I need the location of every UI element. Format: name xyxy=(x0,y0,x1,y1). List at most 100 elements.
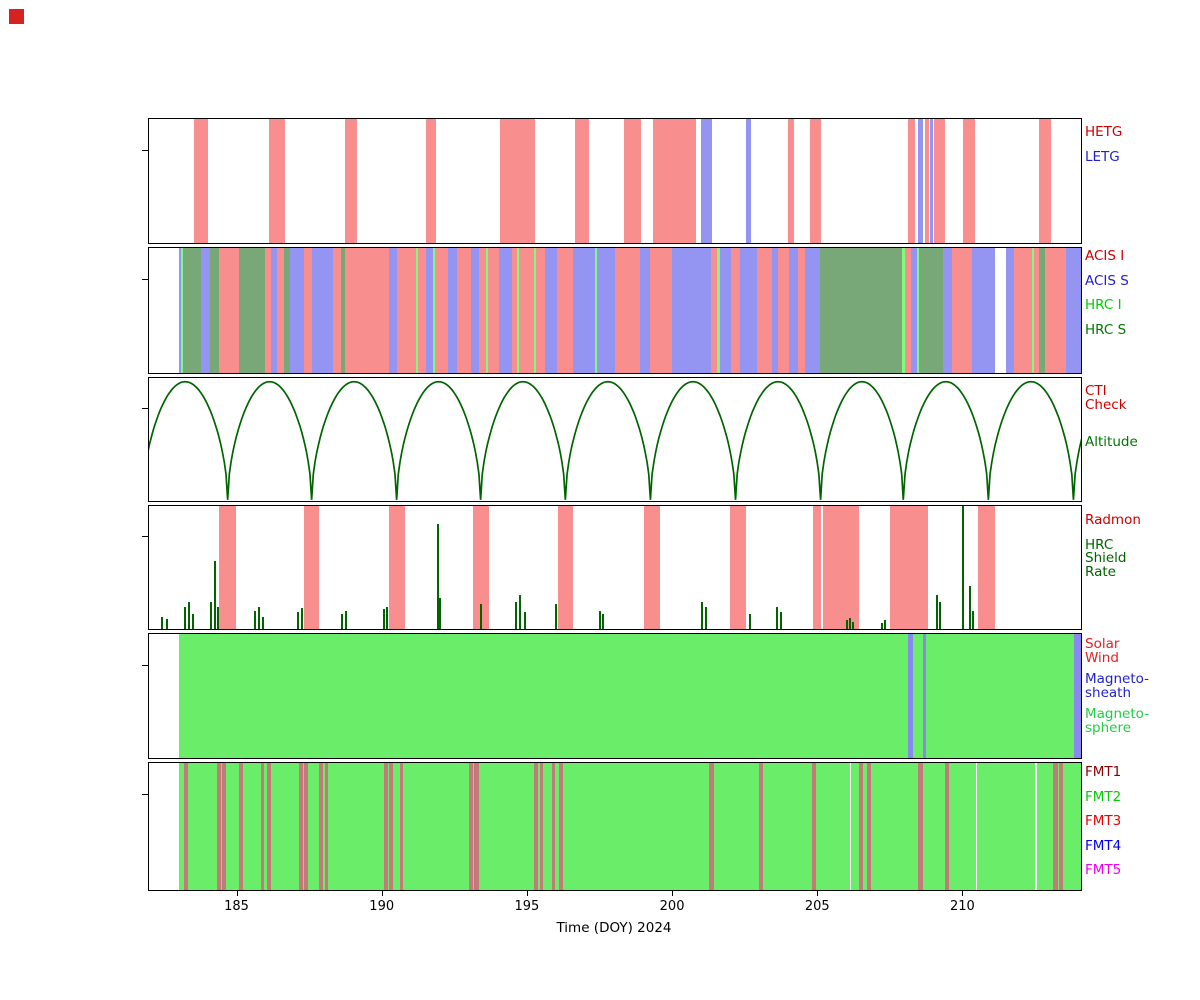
shield-rate-spike xyxy=(935,594,938,629)
instruments-band-acis_i xyxy=(1014,248,1032,373)
instruments-band-acis_i xyxy=(536,248,546,373)
instruments-band-acis_i xyxy=(487,248,499,373)
shield-rate-spike xyxy=(188,601,191,629)
telemetry-band-fmt1 xyxy=(260,763,265,890)
legend-label-solar-wind: Solar Wind xyxy=(1085,636,1120,666)
panel-solar-wind-regions xyxy=(148,633,1082,759)
shield-rate-spike xyxy=(160,616,163,629)
telemetry-band-gap xyxy=(975,763,977,890)
shield-rate-spike xyxy=(523,611,526,629)
panel-instruments-acis-hrc xyxy=(148,247,1082,374)
solarwind-band-msphere xyxy=(179,634,1081,758)
instruments-band-acis_i xyxy=(333,248,341,373)
instruments-band-hrc_i xyxy=(181,248,183,373)
gratings-band-hetg xyxy=(787,119,794,243)
instruments-band-acis_i xyxy=(649,248,672,373)
instruments-band-acis_s xyxy=(1066,248,1081,373)
instruments-band-hrc_i xyxy=(594,248,597,373)
shield-rate-spike xyxy=(851,621,854,629)
x-tick xyxy=(526,890,528,896)
telemetry-band-fmt1 xyxy=(858,763,864,890)
instruments-band-acis_i xyxy=(731,248,740,373)
radmon-band-radmon xyxy=(304,506,319,629)
instruments-band-hrc_s xyxy=(819,248,903,373)
instruments-band-acis_i xyxy=(556,248,573,373)
gratings-band-hetg xyxy=(1039,119,1052,243)
telemetry-band-layer xyxy=(149,763,1081,890)
gratings-band-letg xyxy=(918,119,924,243)
shield-rate-spike xyxy=(262,616,265,629)
shield-rate-spike xyxy=(780,611,783,629)
instruments-band-acis_s xyxy=(289,248,305,373)
y-tick xyxy=(142,408,148,410)
telemetry-band-fmt1 xyxy=(324,763,329,890)
shield-rate-spike xyxy=(968,585,971,629)
shield-rate-spike xyxy=(257,606,260,629)
telemetry-band-fmt1 xyxy=(1059,763,1063,890)
telemetry-band-fmt1 xyxy=(1053,763,1058,890)
instruments-band-hrc_s xyxy=(284,248,290,373)
instruments-band-hrc_s xyxy=(239,248,266,373)
gratings-band-letg xyxy=(700,119,713,243)
legend-label-altitude: Altitude xyxy=(1085,434,1138,450)
shield-rate-spike xyxy=(439,598,442,629)
solarwind-band-msheath xyxy=(922,634,927,758)
altitude-curve xyxy=(149,378,1081,501)
panel-telemetry-formats xyxy=(148,762,1082,891)
gratings-band-layer xyxy=(149,119,1081,243)
instruments-band-acis_s xyxy=(388,248,398,373)
radmon-band-radmon xyxy=(813,506,821,629)
telemetry-band-gap xyxy=(850,763,852,890)
instruments-band-acis_i xyxy=(519,248,534,373)
telemetry-band-fmt1 xyxy=(239,763,243,890)
instruments-band-acis_s xyxy=(719,248,732,373)
instruments-band-hrc_s xyxy=(1039,248,1045,373)
instruments-band-acis_i xyxy=(615,248,640,373)
x-tick xyxy=(672,890,674,896)
orbit-curve-layer xyxy=(149,378,1081,501)
instruments-band-acis_i xyxy=(344,248,389,373)
legend-label-hetg: HETG xyxy=(1085,124,1123,140)
radmon-band-radmon xyxy=(823,506,860,629)
instruments-band-acis_i xyxy=(276,248,284,373)
instruments-band-acis_s xyxy=(545,248,557,373)
legend-label-fmt5: FMT5 xyxy=(1085,862,1122,878)
y-tick xyxy=(142,536,148,538)
x-tick-label: 210 xyxy=(949,899,975,914)
instruments-band-acis_i xyxy=(1033,248,1040,373)
legend-label-acis-i: ACIS I xyxy=(1085,248,1125,264)
instruments-band-acis_s xyxy=(943,248,952,373)
telemetry-band-fmt1 xyxy=(222,763,226,890)
telemetry-band-fmt1 xyxy=(267,763,271,890)
legend-label-hrc-i: HRC I xyxy=(1085,297,1122,313)
instruments-band-acis_s xyxy=(471,248,479,373)
shield-rate-spike xyxy=(209,601,212,629)
legend-gratings: HETG LETG xyxy=(1085,124,1197,175)
shield-rate-spike xyxy=(344,610,347,629)
legend-label-acis-s: ACIS S xyxy=(1085,272,1129,289)
gratings-band-hetg xyxy=(623,119,642,243)
solarwind-band-msheath xyxy=(1073,634,1081,758)
shield-rate-spike xyxy=(383,609,386,629)
x-tick-label: 205 xyxy=(804,899,830,914)
instruments-band-acis_i xyxy=(265,248,271,373)
instruments-band-hrc_i xyxy=(533,248,537,373)
red-corner-marker xyxy=(9,9,24,24)
radmon-band-layer xyxy=(149,506,1081,629)
legend-label-letg: LETG xyxy=(1085,148,1120,165)
gratings-band-hetg xyxy=(500,119,536,243)
shield-rate-spike xyxy=(166,619,169,629)
instruments-band-acis_i xyxy=(904,248,912,373)
instruments-band-acis_i xyxy=(511,248,517,373)
instruments-band-acis_i xyxy=(1044,248,1067,373)
shield-rate-spike xyxy=(479,604,482,629)
instruments-band-acis_s xyxy=(911,248,917,373)
panel-gratings-hetg-letg xyxy=(148,118,1082,244)
gratings-band-letg xyxy=(745,119,752,243)
legend-label-hrc-s: HRC S xyxy=(1085,321,1127,338)
instruments-band-acis_s xyxy=(201,248,210,373)
telemetry-band-fmt1 xyxy=(944,763,949,890)
instruments-band-hrc_i xyxy=(432,248,435,373)
telemetry-band-fmt1 xyxy=(811,763,816,890)
